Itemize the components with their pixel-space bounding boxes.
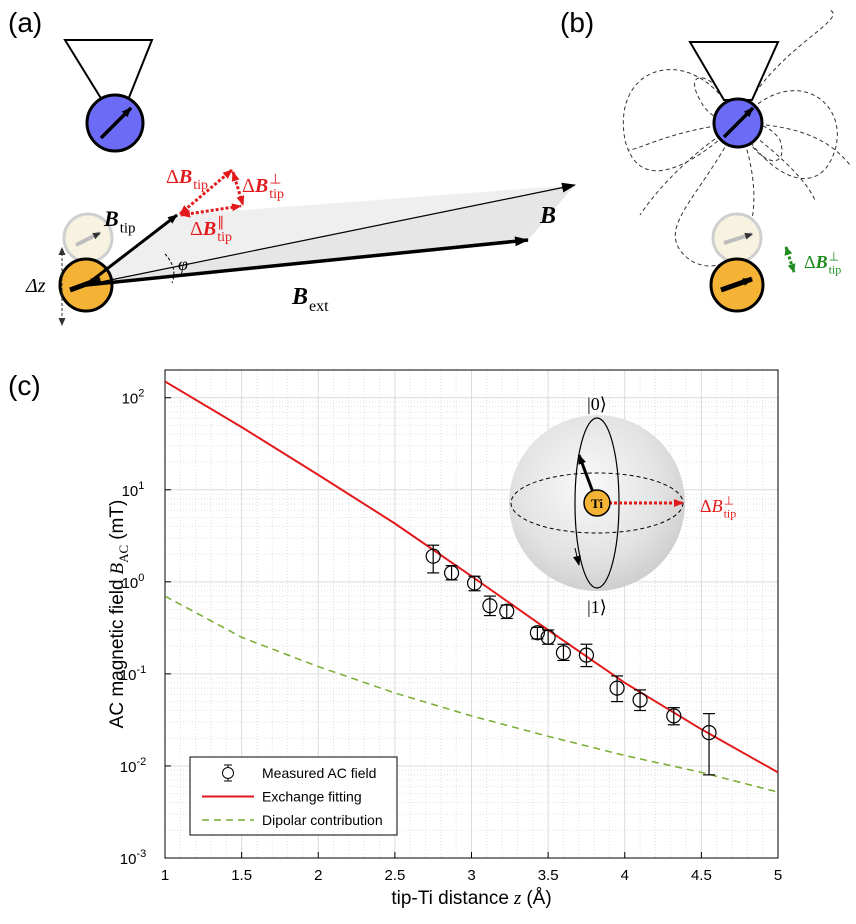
- y-tick-exponent: 2: [138, 388, 144, 400]
- delta-b-perp-label: ΔB: [804, 252, 828, 272]
- delta-b-tip-label: ΔB: [166, 166, 192, 188]
- symbol-prefix: Δ: [804, 252, 816, 272]
- panel-label: (c): [8, 370, 41, 401]
- panel-label: (b): [560, 7, 594, 38]
- symbol-base: B: [202, 218, 216, 240]
- b-tip-label: B: [103, 206, 119, 231]
- symbol-base: B: [815, 252, 828, 272]
- y-tick-exponent: -1: [136, 664, 146, 676]
- y-tick-exponent: 0: [138, 572, 144, 584]
- y-tick-label: 10-3: [120, 848, 146, 868]
- y-label-symbol: B: [107, 562, 128, 574]
- y-tick-label: 101: [122, 480, 145, 500]
- tip: [65, 40, 152, 100]
- y-tick-base: 10: [120, 851, 137, 868]
- y-tick-exponent: -3: [136, 848, 146, 860]
- x-tick-label: 4: [621, 867, 629, 884]
- phi-label: φ: [178, 254, 188, 274]
- delta-b-perp-label-sup: ⊥: [829, 249, 839, 263]
- x-label-unit: (Å): [526, 888, 551, 909]
- y-tick-exponent: -2: [136, 756, 146, 768]
- delta-b-perp-label: ΔB: [242, 175, 268, 197]
- state-label: |0⟩: [587, 394, 607, 414]
- y-tick-base: 10: [122, 391, 139, 408]
- b-ext-label-sub: ext: [309, 298, 329, 315]
- x-tick-label: 1.5: [231, 867, 252, 884]
- symbol-prefix: Δ: [190, 218, 203, 240]
- y-tick-label: 102: [122, 388, 145, 408]
- symbol-base: B: [254, 175, 268, 197]
- x-tick-label: 1: [161, 867, 169, 884]
- symbol-base: B: [103, 206, 119, 231]
- y-tick-base: 10: [120, 759, 137, 776]
- y-tick-label: 10-2: [120, 756, 146, 776]
- x-label-text: tip-Ti distance: [391, 888, 509, 909]
- symbol-prefix: Δ: [242, 175, 255, 197]
- inset-field-label: ΔB: [700, 496, 723, 516]
- x-tick-label: 3: [467, 867, 475, 884]
- x-tick-label: 2.5: [384, 867, 405, 884]
- delta-b-tip-label-sub: tip: [193, 178, 208, 193]
- x-tick-label: 2: [314, 867, 322, 884]
- delta-b-par-label: ΔB: [190, 218, 216, 240]
- b-label: B: [539, 203, 556, 229]
- tip: [690, 42, 778, 100]
- delta-z-label: Δz: [25, 275, 46, 297]
- panel-b-atoms: [690, 42, 794, 311]
- symbol-prefix: Δ: [166, 166, 179, 188]
- delta-b-par-label-sub: tip: [217, 230, 232, 245]
- symbol-base: B: [291, 284, 308, 310]
- y-label-unit: (mT): [107, 500, 128, 540]
- x-tick-label: 4.5: [691, 867, 712, 884]
- inset-field-label-sub: tip: [724, 506, 737, 520]
- inset-field-label-sup: ⊥: [724, 493, 734, 507]
- y-tick-base: 10: [122, 483, 139, 500]
- symbol-base: B: [712, 496, 723, 516]
- atom-label: Ti: [591, 496, 603, 511]
- delta-b-perp-label-sub: tip: [829, 262, 842, 276]
- state-label: |1⟩: [587, 597, 607, 617]
- y-tick-exponent: 1: [138, 480, 144, 492]
- x-label-symbol: z: [513, 888, 522, 909]
- b-tip-label-sub: tip: [120, 221, 136, 237]
- figure: (a) (b) (c): [0, 0, 856, 919]
- panel-a-drawing: [60, 40, 575, 325]
- delta-b-perp-arrow: [786, 247, 794, 272]
- symbol-prefix: Δ: [700, 496, 712, 516]
- delta-b-par-label-sup: ∥: [217, 216, 224, 231]
- y-label-text: AC magnetic field: [107, 579, 128, 728]
- x-tick-label: 3.5: [538, 867, 559, 884]
- y-label-sub: AC: [116, 545, 131, 563]
- symbol-base: B: [178, 166, 192, 188]
- page: (a) (b) (c): [0, 0, 856, 919]
- delta-b-perp-label-sup: ⊥: [269, 173, 281, 188]
- b-ext-label: B: [291, 284, 308, 310]
- x-tick-label: 5: [774, 867, 782, 884]
- legend-symbol: [223, 768, 234, 779]
- legend-label: Measured AC field: [262, 765, 376, 781]
- legend-label: Dipolar contribution: [262, 812, 383, 828]
- panel-label: (a): [8, 7, 42, 38]
- delta-b-perp-label-sub: tip: [269, 187, 284, 202]
- legend-label: Exchange fitting: [262, 789, 362, 805]
- y-axis-label: AC magnetic field BAC (mT): [107, 500, 131, 729]
